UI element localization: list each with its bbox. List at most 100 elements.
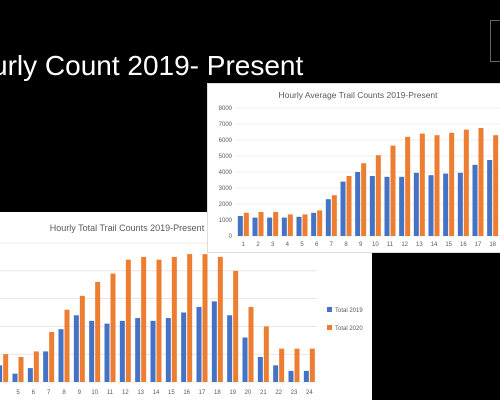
bar xyxy=(156,259,162,382)
x-tick-label: 16 xyxy=(460,242,467,248)
x-tick-label: 7 xyxy=(47,390,51,396)
x-tick-label: 17 xyxy=(199,390,206,396)
bar xyxy=(237,216,243,236)
average-chart: Hourly Average Trail Counts 2019-Present… xyxy=(219,90,500,248)
bar xyxy=(331,195,337,236)
bar xyxy=(263,326,269,382)
bar xyxy=(211,301,217,382)
x-tick-label: 18 xyxy=(489,242,496,248)
bar xyxy=(405,136,411,236)
bar xyxy=(58,329,64,382)
x-tick-label: 19 xyxy=(229,390,236,396)
bar xyxy=(135,318,141,382)
window-edge xyxy=(490,20,500,62)
x-tick-label: 4 xyxy=(286,242,290,248)
bar xyxy=(141,256,147,382)
bar xyxy=(273,212,279,236)
bar xyxy=(3,354,9,382)
bar xyxy=(227,315,233,382)
bar xyxy=(399,176,405,236)
bar xyxy=(294,348,300,382)
x-tick-label: 9 xyxy=(78,390,82,396)
x-tick-label: 12 xyxy=(401,242,408,248)
bar xyxy=(303,370,309,382)
bar xyxy=(355,172,361,236)
bar xyxy=(487,160,493,236)
x-tick-label: 17 xyxy=(475,242,482,248)
x-tick-label: 12 xyxy=(122,390,129,396)
x-tick-label: 15 xyxy=(445,242,452,248)
bar xyxy=(0,365,3,382)
bar xyxy=(434,135,440,236)
x-tick-label: 24 xyxy=(306,390,313,396)
bar xyxy=(89,320,95,382)
legend-label: Total 2019 xyxy=(335,308,363,314)
x-tick-label: 22 xyxy=(275,390,282,396)
x-tick-label: 18 xyxy=(214,390,221,396)
x-tick-label: 20 xyxy=(245,390,252,396)
bar xyxy=(248,306,254,382)
bar xyxy=(43,351,49,382)
bar xyxy=(288,370,294,382)
y-tick-label: 4000 xyxy=(219,170,233,176)
bar xyxy=(233,270,239,382)
chart-title: Hourly Total Trail Counts 2019-Present xyxy=(50,223,205,233)
bar xyxy=(273,365,279,382)
slide-title: urly Count 2019- Present xyxy=(0,50,304,81)
x-tick-label: 14 xyxy=(431,242,438,248)
bar xyxy=(119,320,125,382)
bar xyxy=(309,348,315,382)
x-tick-label: 13 xyxy=(137,390,144,396)
x-tick-label: 15 xyxy=(168,390,175,396)
bar xyxy=(287,214,293,236)
bar xyxy=(428,175,434,236)
bar xyxy=(181,312,187,382)
legend-swatch xyxy=(327,307,332,312)
bar xyxy=(242,337,248,382)
x-tick-label: 5 xyxy=(300,242,304,248)
bar xyxy=(18,356,24,382)
total-chart: Hourly Total Trail Counts 2019-Present 5 6… xyxy=(0,223,363,396)
y-tick-label: 6000 xyxy=(219,138,233,144)
x-tick-label: 3 xyxy=(271,242,275,248)
bar xyxy=(252,217,258,236)
bar xyxy=(171,256,177,382)
y-tick-label: 1000 xyxy=(219,218,233,224)
bar xyxy=(95,281,101,382)
bar xyxy=(187,254,193,382)
bar xyxy=(258,212,264,236)
chart-title: Hourly Average Trail Counts 2019-Present xyxy=(278,90,438,100)
bar xyxy=(472,164,478,236)
bar xyxy=(279,348,285,382)
bar xyxy=(267,217,273,236)
x-tick-label: 11 xyxy=(107,390,114,396)
x-tick-label: 16 xyxy=(183,390,190,396)
bar xyxy=(79,295,85,382)
bar xyxy=(457,172,463,236)
bar xyxy=(165,318,171,382)
bar xyxy=(390,145,396,236)
x-tick-label: 10 xyxy=(91,390,98,396)
x-tick-label: 10 xyxy=(372,242,379,248)
legend-label: Total 2020 xyxy=(335,326,363,332)
bar xyxy=(311,212,317,236)
x-tick-label: 23 xyxy=(291,390,298,396)
bar xyxy=(449,132,455,236)
bar xyxy=(64,309,70,382)
bar xyxy=(202,254,208,382)
bar xyxy=(12,373,18,382)
x-tick-label: 5 xyxy=(16,390,20,396)
x-tick-label: 9 xyxy=(359,242,363,248)
bar xyxy=(369,176,375,236)
bar xyxy=(243,212,249,236)
x-tick-label: 21 xyxy=(260,390,267,396)
bar xyxy=(73,315,79,382)
bar xyxy=(361,163,367,236)
bar xyxy=(384,176,390,236)
legend-swatch xyxy=(327,325,332,330)
x-tick-label: 11 xyxy=(387,242,394,248)
y-tick-label: 7000 xyxy=(219,122,233,128)
bar xyxy=(375,155,381,236)
bar xyxy=(217,256,223,382)
bar xyxy=(493,135,499,236)
